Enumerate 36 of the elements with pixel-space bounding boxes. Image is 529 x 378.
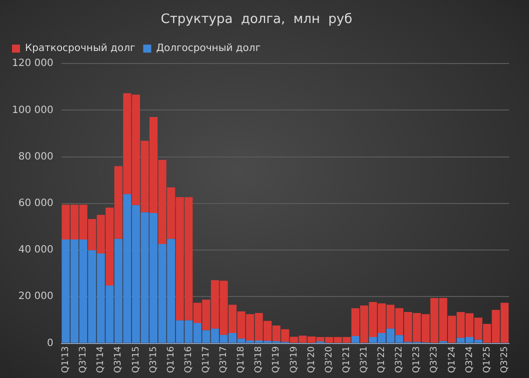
x-tick-label: Q3'25	[500, 346, 510, 374]
x-tick-label: Q3'17	[219, 346, 230, 374]
x-tick-label: Q1'15	[131, 346, 142, 374]
y-tick-label: 40 000	[18, 244, 54, 256]
y-tick-label: 60 000	[18, 198, 54, 210]
y-tick-label: 100 000	[12, 104, 54, 116]
x-tick-label: Q3'18	[254, 346, 264, 374]
x-tick-label: Q1'13	[61, 346, 72, 374]
y-tick-label: 20 000	[18, 291, 54, 302]
x-tick-label: Q1'20	[306, 346, 317, 374]
x-tick-label: Q3'19	[289, 346, 300, 374]
x-tick-label: Q3'22	[394, 346, 405, 374]
x-tick-label: Q1'25	[482, 346, 492, 374]
x-tick-label: Q1'18	[236, 346, 247, 374]
x-tick-label: Q3'15	[148, 346, 159, 374]
x-tick-label: Q3'16	[184, 346, 194, 374]
legend-label: Краткосрочный долг	[25, 43, 136, 54]
chart-title: Структура долга, млн руб	[160, 12, 352, 28]
y-tick-label: 120 000	[12, 58, 54, 70]
x-tick-label: Q3'14	[114, 346, 124, 374]
x-tick-label: Q1'22	[377, 346, 388, 374]
x-tick-label: Q1'17	[202, 346, 212, 374]
x-tick-label: Q3'20	[324, 346, 334, 374]
x-tick-label: Q3'13	[78, 346, 89, 374]
legend-label: Долгосрочный долг	[156, 43, 261, 54]
x-tick-label: Q3'21	[360, 346, 370, 374]
x-tick-label: Q1'19	[272, 346, 282, 374]
x-tick-label: Q3'23	[430, 346, 440, 374]
x-tick-label: Q1'23	[412, 346, 422, 374]
x-tick-label: Q1'16	[166, 346, 176, 374]
y-tick-label: 80 000	[18, 151, 54, 162]
x-tick-label: Q1'24	[447, 346, 458, 374]
y-tick-label: 0	[46, 338, 54, 349]
x-tick-label: Q1'21	[342, 346, 352, 374]
x-tick-label: Q1'14	[96, 346, 106, 374]
x-tick-label: Q3'24	[464, 346, 475, 374]
